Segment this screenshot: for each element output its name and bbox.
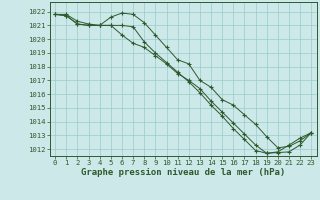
X-axis label: Graphe pression niveau de la mer (hPa): Graphe pression niveau de la mer (hPa): [81, 168, 285, 177]
